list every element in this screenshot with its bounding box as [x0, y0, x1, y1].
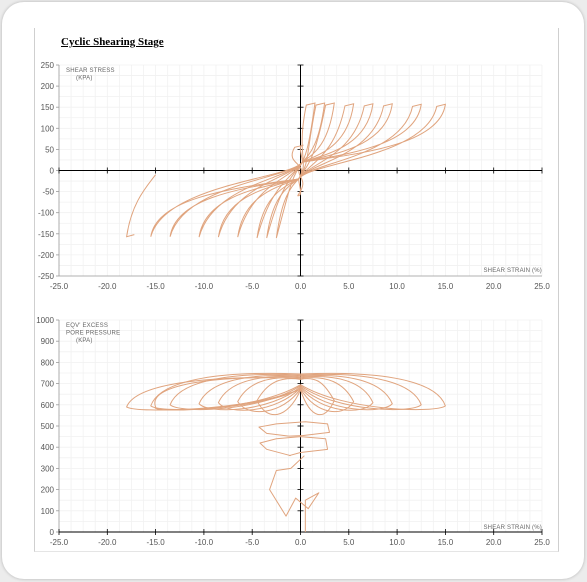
y-axis-label: (KPA): [76, 76, 93, 82]
stress-strain-loop: [198, 103, 393, 238]
y-tick-label: 50: [45, 145, 54, 154]
stress-strain-loop: [126, 174, 156, 238]
y-tick-label: 700: [41, 380, 55, 389]
y-tick-label: 200: [41, 486, 55, 495]
x-axis-label: SHEAR STRAIN (%): [483, 268, 542, 274]
y-tick-label: 300: [41, 464, 55, 473]
stress-strain-loop: [291, 144, 304, 197]
y-tick-label: 250: [41, 61, 55, 70]
x-tick-label: 5.0: [343, 538, 355, 547]
x-tick-label: -25.0: [50, 282, 69, 291]
chart-1: 250 200 150 100 50 0 -50 -100 -150 -200 -250-25.0 -…: [38, 61, 550, 291]
pore-pressure-loop: [169, 373, 422, 411]
pore-pressure-loop: [217, 376, 374, 411]
pore-pressure-loop: [198, 375, 393, 411]
y-tick-label: 0: [50, 167, 55, 176]
y-tick-label: -200: [38, 251, 55, 260]
y-tick-label: 400: [41, 443, 55, 452]
stress-strain-loop: [169, 103, 422, 237]
pore-pressure-loop: [150, 372, 446, 411]
y-tick-label: 100: [41, 507, 55, 516]
y-axis-label: EQV' EXCESS: [66, 323, 108, 329]
x-tick-label: 15.0: [438, 282, 454, 291]
y-axis-label: (KPA): [76, 338, 93, 344]
y-tick-label: 900: [41, 337, 55, 346]
x-tick-label: -15.0: [146, 282, 165, 291]
stress-strain-loop: [237, 103, 355, 238]
y-tick-label: 0: [50, 528, 55, 537]
pore-pressure-loop: [256, 378, 335, 416]
x-axis-label: SHEAR STRAIN (%): [483, 525, 542, 531]
x-tick-label: 15.0: [438, 538, 454, 547]
y-tick-label: 200: [41, 82, 55, 91]
pore-pressure-early-cycle: [259, 436, 329, 457]
x-tick-label: -20.0: [98, 282, 117, 291]
pore-pressure-early-cycle: [258, 421, 330, 437]
x-tick-label: 25.0: [534, 538, 550, 547]
x-tick-label: 0.0: [295, 538, 307, 547]
y-tick-label: -50: [42, 188, 54, 197]
y-tick-label: 1000: [36, 316, 54, 325]
x-tick-label: 5.0: [343, 282, 355, 291]
x-tick-label: 20.0: [486, 538, 502, 547]
x-tick-label: -25.0: [50, 538, 69, 547]
pore-pressure-loop: [126, 377, 301, 411]
stress-strain-loop: [150, 103, 446, 237]
x-tick-label: -15.0: [146, 538, 165, 547]
x-tick-label: 10.0: [389, 538, 405, 547]
x-tick-label: 25.0: [534, 282, 550, 291]
y-tick-label: 500: [41, 422, 55, 431]
y-tick-label: 100: [41, 124, 55, 133]
y-tick-label: 600: [41, 401, 55, 410]
x-tick-label: -10.0: [195, 538, 214, 547]
x-tick-label: -10.0: [195, 282, 214, 291]
chart-title: Cyclic Shearing Stage: [61, 36, 164, 48]
y-axis-label: PORE PRESSURE: [66, 331, 120, 337]
stress-strain-loop: [266, 102, 326, 239]
stress-strain-loop: [275, 102, 316, 239]
y-tick-label: -250: [38, 272, 55, 281]
x-tick-label: -20.0: [98, 538, 117, 547]
x-tick-label: 10.0: [389, 282, 405, 291]
x-tick-label: 20.0: [486, 282, 502, 291]
stress-strain-loop: [256, 102, 335, 239]
y-tick-label: 800: [41, 358, 55, 367]
x-tick-label: -5.0: [245, 282, 259, 291]
y-tick-label: -100: [38, 209, 55, 218]
y-tick-label: -150: [38, 230, 55, 239]
pore-pressure-early-cycle: [269, 455, 320, 532]
y-axis-label: SHEAR STRESS: [66, 68, 115, 74]
stress-strain-loop: [217, 103, 374, 238]
x-tick-label: -5.0: [245, 538, 259, 547]
y-tick-label: 150: [41, 103, 55, 112]
chart-frame: [34, 28, 559, 552]
x-tick-label: 0.0: [295, 282, 307, 291]
